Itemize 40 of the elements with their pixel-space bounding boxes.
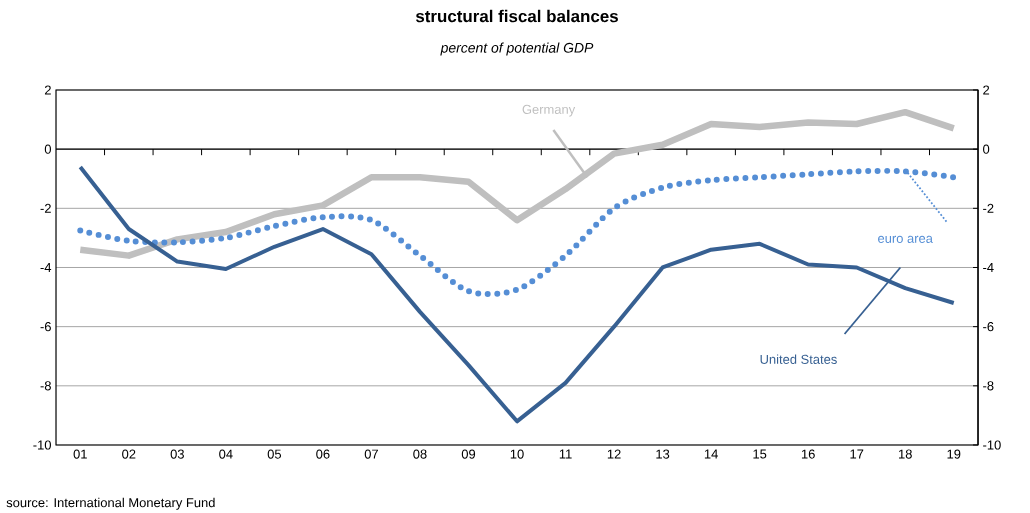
x-tick-label: 14 [704,449,718,459]
y2-tick-label: 2 [983,85,990,95]
x-tick-label: 07 [364,449,378,459]
y2-tick-label: 0 [983,144,990,154]
chart-title: structural fiscal balances [415,9,618,23]
x-tick-label: 03 [170,449,184,459]
y-tick-label: 0 [44,144,51,154]
text: United States [760,354,837,364]
text: Germany [522,104,576,117]
y-tick-label: -8 [40,381,51,391]
text: euro area [878,235,933,243]
x-tick-label: 17 [850,449,864,459]
source-note: source: International Monetary Fund [6,497,215,510]
y-tick-label: 2 [44,85,51,95]
x-tick-label: 15 [753,449,767,459]
y2-tick-label: -2 [983,203,994,213]
x-tick-label: 01 [73,449,87,459]
y-tick-label: -4 [40,263,52,272]
x-tick-label: 10 [510,449,524,459]
y2-tick-label: -10 [983,440,1001,450]
x-tick-label: 05 [267,449,282,459]
y2-tick-label: -4 [983,263,994,272]
x-tick-label: 13 [656,449,670,459]
chart-subtitle: percent of potential GDP [440,42,594,56]
y2-tick-label: -8 [983,381,994,391]
y-tick-label: -6 [40,322,51,332]
x-tick-label: 12 [607,449,621,459]
y2-tick-label: -6 [983,322,994,332]
x-tick-label: 02 [122,449,136,459]
x-tick-label: 19 [947,449,961,459]
x-tick-label: 16 [801,449,815,459]
y-tick-label: -10 [33,440,51,450]
x-tick-label: 18 [899,449,912,459]
x-tick-label: 06 [316,449,330,459]
x-tick-label: 08 [413,449,427,459]
x-tick-label: 09 [461,449,476,459]
x-tick-label: 04 [219,449,233,459]
line-series [78,164,956,424]
y-tick-label: -2 [40,203,51,213]
x-tick-label: 11 [559,449,572,459]
